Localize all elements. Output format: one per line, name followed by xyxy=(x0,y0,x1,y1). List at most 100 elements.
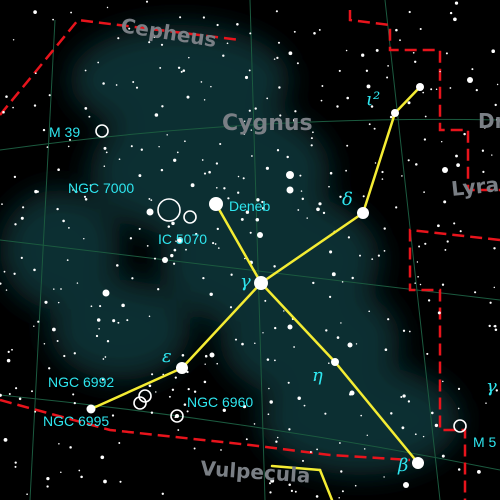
field-star xyxy=(195,232,198,236)
field-star xyxy=(88,115,91,118)
dso-ngc6960-marker[interactable] xyxy=(170,409,184,423)
field-star xyxy=(111,414,115,417)
field-star xyxy=(167,225,171,228)
field-star xyxy=(320,99,323,102)
dso-m57-marker[interactable] xyxy=(453,419,467,433)
field-star xyxy=(117,321,120,324)
field-star xyxy=(316,448,319,451)
field-star xyxy=(453,17,457,22)
field-star xyxy=(46,485,49,488)
field-star xyxy=(33,268,36,272)
field-star xyxy=(72,189,74,191)
field-star xyxy=(60,471,62,473)
milky-way xyxy=(0,25,460,475)
field-star xyxy=(363,448,366,450)
field-star xyxy=(184,140,186,143)
field-star xyxy=(384,348,388,351)
field-star xyxy=(174,376,177,379)
field-star xyxy=(383,250,386,252)
field-star xyxy=(84,69,87,72)
star-kappa-cygni[interactable] xyxy=(416,83,424,91)
greek-gamma-label: γ xyxy=(240,271,251,292)
field-star xyxy=(130,145,133,148)
field-star xyxy=(400,396,403,398)
greek-epsilon-label: ε xyxy=(162,346,172,367)
field-star xyxy=(219,142,222,146)
field-star xyxy=(138,227,141,230)
field-star xyxy=(222,54,225,57)
field-star xyxy=(441,454,445,458)
field-star xyxy=(75,190,78,194)
star-beta-cygni[interactable] xyxy=(412,457,424,469)
field-star xyxy=(325,329,328,332)
field-star xyxy=(368,123,371,126)
field-star xyxy=(482,170,485,174)
star-bright xyxy=(442,167,448,173)
field-star xyxy=(183,403,187,406)
field-star xyxy=(212,242,215,245)
field-star xyxy=(437,224,440,228)
field-star xyxy=(203,99,206,101)
field-star xyxy=(208,170,211,174)
field-star xyxy=(293,30,296,33)
star-deneb[interactable] xyxy=(209,197,223,211)
field-star xyxy=(70,11,73,14)
field-star xyxy=(97,61,100,64)
field-star xyxy=(386,76,389,79)
field-star xyxy=(414,282,416,284)
field-star xyxy=(419,283,422,286)
field-star xyxy=(151,373,154,376)
field-star xyxy=(435,88,438,90)
star-epsilon-cygni[interactable] xyxy=(176,362,188,374)
field-star xyxy=(15,387,18,390)
line-gamma-eta xyxy=(259,281,337,364)
field-star xyxy=(341,281,344,283)
field-star xyxy=(166,134,168,136)
dso-label-ngc6992: NGC 6992 xyxy=(48,374,114,390)
field-star xyxy=(414,60,417,63)
field-star xyxy=(457,468,461,471)
dso-label-ngc7000: NGC 7000 xyxy=(68,180,134,196)
field-star xyxy=(237,175,240,178)
field-star xyxy=(98,328,100,330)
field-star xyxy=(268,482,272,485)
field-star xyxy=(456,163,460,167)
field-star xyxy=(176,151,179,154)
star-iota-cygni[interactable] xyxy=(391,109,399,117)
field-star xyxy=(1,203,3,205)
field-star xyxy=(150,199,153,201)
field-star xyxy=(273,265,276,268)
field-star xyxy=(193,447,196,450)
dso-ngc7000-marker[interactable] xyxy=(157,198,181,222)
field-star xyxy=(148,384,152,388)
field-star xyxy=(283,310,285,312)
field-star xyxy=(345,49,348,52)
field-star xyxy=(416,261,419,263)
field-star xyxy=(201,159,204,161)
field-star xyxy=(249,32,252,35)
field-star xyxy=(237,191,240,194)
star-gamma-cygni[interactable] xyxy=(254,276,268,290)
star-delta-cygni[interactable] xyxy=(357,207,369,219)
dso-ngc6960-center xyxy=(175,414,179,418)
field-star xyxy=(227,197,230,200)
field-star xyxy=(253,423,256,425)
field-star xyxy=(18,397,22,401)
dso-ngc6992-marker[interactable] xyxy=(138,389,152,403)
dso-ic5070-marker[interactable] xyxy=(183,210,197,224)
dso-m39-marker[interactable] xyxy=(95,124,109,138)
main-stars xyxy=(86,77,473,488)
field-star xyxy=(215,162,219,165)
boundary-lyra xyxy=(408,228,500,500)
field-star xyxy=(48,367,51,370)
field-star xyxy=(26,493,28,496)
field-star xyxy=(66,259,69,261)
star-zeta-cygni[interactable] xyxy=(86,404,96,414)
field-star xyxy=(106,6,109,9)
field-star xyxy=(245,210,250,214)
field-star xyxy=(179,16,182,19)
field-star xyxy=(360,414,363,417)
dso-ngc6995-marker[interactable] xyxy=(133,396,147,410)
star-eta-cygni[interactable] xyxy=(331,358,339,366)
field-star xyxy=(277,41,281,44)
